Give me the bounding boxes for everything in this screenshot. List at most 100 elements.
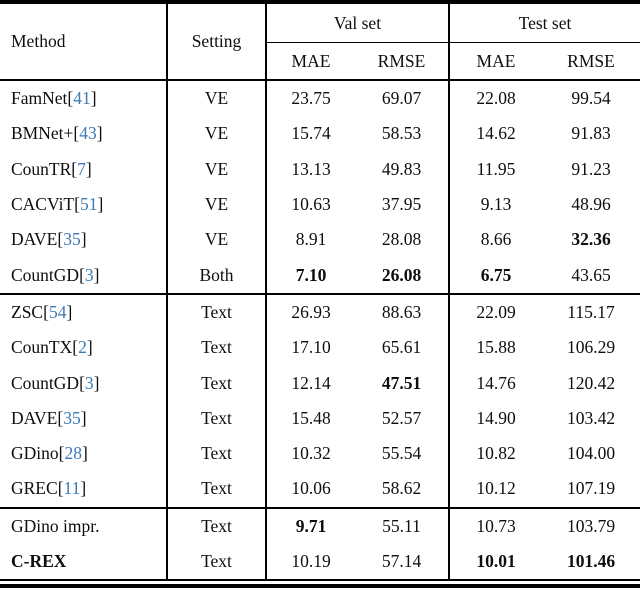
setting-cell: VE (168, 186, 267, 223)
setting-cell: Text (168, 508, 267, 544)
citation-link[interactable]: [7] (71, 158, 92, 179)
test-set-group-header: Test set MAE RMSE (450, 4, 640, 79)
setting-cell: Text (168, 330, 267, 366)
bottom-rule-thick (0, 583, 640, 588)
setting-header-label: Setting (191, 31, 242, 51)
test-set-cells: 22.09 115.17 (450, 295, 640, 330)
value-cell-test-rmse: 106.29 (566, 337, 616, 358)
group-header-val: Val set (267, 4, 448, 43)
value-cell-test-mae: 22.08 (476, 88, 516, 109)
value-cell-val-mae: 10.19 (291, 551, 331, 571)
method-header-label: Method (11, 31, 66, 51)
table-row: CountGD [3] Text 12.14 47.51 14.76 120.4… (0, 365, 640, 401)
val-set-cells: 7.10 26.08 (267, 257, 450, 293)
method-cell: CountGD [3] (0, 257, 168, 293)
section-divider (0, 292, 640, 295)
value-cell-test-mae: 15.88 (476, 337, 516, 358)
method-cell: BMNet+ [43] (0, 116, 168, 152)
setting-cell: VE (168, 81, 267, 117)
value-cell-val-rmse: 65.61 (381, 337, 422, 358)
method-cell: GDino impr. (0, 508, 168, 544)
table-row: CounTX [2] Text 17.10 65.61 15.88 106.29 (0, 330, 640, 366)
val-set-group-header: Val set MAE RMSE (267, 4, 450, 79)
value-cell-val-rmse: 37.95 (381, 194, 422, 215)
value-cell-val-rmse: 58.62 (381, 478, 422, 499)
value-cell-val-mae: 12.14 (291, 372, 331, 393)
setting-cell: Text (168, 435, 267, 472)
method-name: FamNet (11, 88, 68, 109)
value-cell-test-rmse: 48.96 (571, 194, 611, 215)
setting-cell: VE (168, 222, 267, 258)
citation-link[interactable]: [35] (57, 229, 87, 250)
citation-link[interactable]: [3] (79, 372, 100, 393)
value-cell-test-mae: 9.13 (480, 194, 512, 215)
citation-link[interactable]: [43] (73, 123, 103, 144)
method-cell: CountGD [3] (0, 365, 168, 401)
citation-link[interactable]: [51] (74, 194, 104, 215)
value-cell-val-mae: 15.48 (291, 407, 331, 428)
value-cell-test-mae: 14.62 (476, 123, 516, 144)
citation-link[interactable]: [35] (57, 407, 87, 428)
test-set-cells: 6.75 43.65 (450, 257, 640, 292)
value-cell-test-rmse: 107.19 (566, 478, 616, 499)
value-cell-val-mae: 10.32 (291, 443, 331, 464)
method-name: CounTR (11, 158, 72, 179)
method-cell: FamNet [41] (0, 81, 168, 117)
table-row: FamNet [41] VE 23.75 69.07 22.08 99.54 (0, 81, 640, 117)
method-cell: CounTR [7] (0, 151, 168, 187)
test-set-cells: 10.82 104.00 (450, 436, 640, 471)
value-cell-test-mae: 10.82 (476, 443, 516, 464)
citation-link[interactable]: [54] (43, 301, 73, 322)
table-row: DAVE [35] VE 8.91 28.08 8.66 32.36 (0, 222, 640, 258)
val-set-cells: 10.06 58.62 (267, 471, 450, 507)
test-set-cells: 11.95 91.23 (450, 152, 640, 187)
setting-cell: Text (168, 400, 267, 436)
value-cell-val-rmse: 55.54 (381, 443, 422, 464)
value-cell-test-rmse: 101.46 (566, 551, 616, 571)
table-header: Method Setting Val set MAE RMSE Test set… (0, 4, 640, 79)
value-cell-test-mae: 8.66 (480, 229, 512, 250)
value-cell-val-mae: 26.93 (291, 301, 331, 322)
value-cell-test-mae: 22.09 (476, 301, 516, 322)
method-name: GDino impr. (11, 515, 100, 536)
table-body: FamNet [41] VE 23.75 69.07 22.08 99.54 B… (0, 81, 640, 580)
test-set-cells: 14.76 120.42 (450, 365, 640, 400)
top-rule (0, 0, 640, 4)
test-set-cells: 9.13 48.96 (450, 187, 640, 222)
table-row: CountGD [3] Both 7.10 26.08 6.75 43.65 (0, 257, 640, 293)
method-name: CACViT (11, 194, 75, 215)
test-set-cells: 10.01 101.46 (450, 544, 640, 579)
method-cell: ZSC [54] (0, 294, 168, 331)
method-name: ZSC (11, 301, 44, 322)
method-cell: C-REX (0, 543, 168, 580)
setting-cell: VE (168, 151, 267, 187)
val-set-cells: 15.48 52.57 (267, 400, 450, 436)
value-cell-test-mae: 14.90 (476, 407, 516, 428)
value-cell-test-rmse: 32.36 (571, 229, 611, 250)
value-cell-val-mae: 8.91 (295, 229, 327, 250)
table-row: DAVE [35] Text 15.48 52.57 14.90 103.42 (0, 400, 640, 436)
val-set-cells: 12.14 47.51 (267, 365, 450, 401)
col-header-val-rmse: RMSE (377, 50, 426, 71)
val-set-cells: 13.13 49.83 (267, 151, 450, 187)
method-cell: GDino [28] (0, 435, 168, 472)
val-set-cells: 10.19 57.14 (267, 543, 450, 580)
method-name: CountGD (11, 372, 80, 393)
value-cell-val-mae: 13.13 (291, 158, 331, 179)
table-row: GREC [11] Text 10.06 58.62 10.12 107.19 (0, 471, 640, 507)
value-cell-test-mae: 10.12 (476, 478, 516, 499)
method-name: BMNet+ (11, 123, 74, 144)
table-row: GDino impr. Text 9.71 55.11 10.73 103.79 (0, 508, 640, 544)
citation-link[interactable]: [11] (57, 478, 87, 499)
citation-link[interactable]: [41] (67, 88, 97, 109)
val-set-cells: 17.10 65.61 (267, 330, 450, 366)
method-name: C-REX (11, 551, 67, 571)
citation-link[interactable]: [28] (58, 443, 88, 464)
citation-link[interactable]: [2] (72, 337, 93, 358)
citation-link[interactable]: [3] (79, 264, 100, 285)
value-cell-val-rmse: 26.08 (381, 264, 422, 285)
val-subheaders: MAE RMSE (267, 43, 448, 79)
val-set-cells: 10.32 55.54 (267, 435, 450, 472)
value-cell-test-mae: 10.73 (476, 515, 516, 536)
